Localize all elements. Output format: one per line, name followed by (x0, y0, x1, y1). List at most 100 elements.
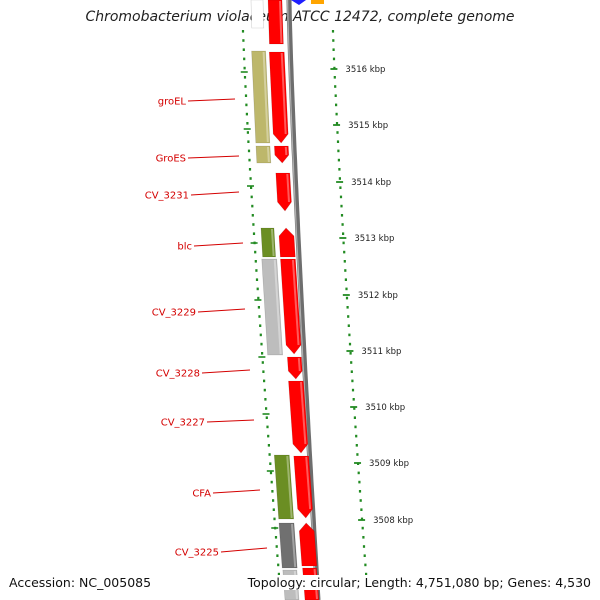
gene-label-leader (206, 419, 255, 423)
gene-label-blc[interactable]: blc (177, 242, 192, 253)
outer-ruler-dot (335, 112, 338, 116)
gene-label-leader (201, 369, 251, 374)
gene-label-groel[interactable]: groEL (158, 97, 187, 108)
outer-ruler-dot (334, 85, 337, 88)
reverse-feature-groEL-shine (262, 51, 269, 143)
gene-label-groes[interactable]: GroES (156, 154, 186, 165)
inner-ruler-dot (266, 425, 269, 429)
inner-ruler-dot (259, 324, 262, 327)
forward-feature-cv3227[interactable] (288, 380, 309, 454)
outer-ruler-dot (348, 333, 351, 337)
outer-ruler-dot (343, 250, 346, 254)
gene-label-leader (187, 155, 240, 159)
top-blue-feature (291, 0, 306, 5)
outer-ruler-dot (341, 223, 344, 226)
outer-ruler-dot (345, 296, 349, 300)
kbp-tick-label: 3514 kbp (351, 178, 391, 188)
gene-label-leader (197, 308, 246, 313)
gene-label-leader (190, 191, 240, 196)
inner-ruler-dot (269, 471, 273, 475)
inner-ruler-dot (252, 232, 256, 235)
reverse-feature-cv3225[interactable] (278, 522, 298, 569)
outer-ruler-dot (362, 545, 366, 548)
outer-ruler-dot (332, 57, 336, 61)
inner-ruler-dot (274, 536, 278, 539)
backbone-line (286, 0, 321, 600)
outer-ruler-dot (351, 379, 354, 383)
inner-ruler-dot (241, 30, 245, 33)
reverse-feature-cv3229-shine (273, 259, 282, 355)
inner-ruler-dot (267, 434, 270, 438)
kbp-tick-label: 3511 kbp (361, 347, 401, 357)
gene-label-cv-3228[interactable]: CV_3228 (156, 369, 200, 380)
inner-ruler-dot (246, 131, 249, 134)
inner-ruler-dot (259, 333, 262, 337)
outer-ruler-dot (362, 536, 365, 539)
outer-ruler-dot (334, 94, 337, 97)
forward-feature-cv3231[interactable] (275, 172, 292, 212)
outer-ruler-dot (340, 214, 344, 217)
outer-ruler-dot (355, 444, 358, 447)
outer-ruler-dot (331, 30, 335, 33)
forward-feature-cfa-region[interactable] (293, 455, 313, 519)
outer-ruler-dot (351, 388, 355, 392)
outer-ruler-dot (338, 168, 341, 171)
inner-ruler-dot (252, 223, 255, 226)
reverse-feature-blank-top[interactable] (250, 0, 265, 29)
inner-ruler-dot (245, 112, 248, 116)
inner-ruler-dot (265, 407, 268, 410)
reverse-feature-groEL[interactable] (251, 50, 271, 144)
inner-ruler-dot (245, 103, 248, 107)
forward-feature-top[interactable] (267, 0, 284, 45)
reverse-feature-blc[interactable] (260, 227, 276, 258)
outer-ruler-dot (344, 278, 347, 281)
inner-ruler-dot (249, 177, 252, 180)
features[interactable] (250, 0, 320, 600)
ruler-dots (240, 30, 368, 585)
inner-ruler-dot (242, 39, 245, 42)
outer-ruler-dot (336, 131, 339, 134)
forward-feature-cv3225-region[interactable] (298, 522, 318, 567)
gene-label-cv-3225[interactable]: CV_3225 (175, 548, 219, 559)
outer-ruler-dot (352, 398, 355, 401)
forward-feature-cv3229-region[interactable] (280, 258, 302, 355)
forward-feature-groES-region[interactable] (274, 145, 290, 164)
inner-ruler-dot (251, 214, 254, 217)
outer-ruler-dot (339, 195, 343, 199)
forward-feature-blc-region[interactable] (278, 227, 296, 258)
gene-label-leader (220, 547, 268, 553)
outer-ruler-dot (358, 480, 361, 484)
inner-ruler-dot (257, 306, 260, 309)
outer-ruler-dot (339, 186, 342, 189)
gene-label-cv-3231[interactable]: CV_3231 (145, 191, 189, 202)
kbp-tick-label: 3509 kbp (369, 459, 409, 469)
outer-ruler-dot (332, 39, 335, 42)
inner-ruler-dot (275, 545, 278, 548)
gene-label-cv-3229[interactable]: CV_3229 (152, 308, 196, 319)
outer-ruler-dot (358, 490, 362, 493)
gene-label-cfa[interactable]: CFA (192, 489, 211, 500)
outer-ruler-dot (345, 287, 348, 291)
inner-ruler-dot (244, 85, 247, 88)
forward-feature-cv3231-shine (286, 173, 290, 203)
inner-ruler-dot (250, 186, 253, 189)
outer-ruler-dot (354, 425, 357, 429)
outer-ruler-dot (357, 471, 360, 475)
reverse-feature-cfa[interactable] (273, 454, 295, 520)
forward-feature-cv3228[interactable] (287, 356, 303, 380)
reverse-feature-cv3229[interactable] (261, 258, 283, 356)
inner-ruler-dot (255, 269, 258, 272)
outer-ruler-dot (360, 508, 363, 511)
outer-ruler-dot (353, 416, 356, 419)
inner-ruler-dot (244, 94, 248, 97)
outer-ruler-dot (342, 232, 345, 235)
gene-label-cv-3227[interactable]: CV_3227 (161, 418, 205, 429)
inner-ruler-dot (272, 508, 275, 511)
reverse-feature-groES[interactable] (255, 145, 272, 164)
inner-ruler-dot (243, 76, 247, 79)
outer-ruler-dot (340, 204, 343, 208)
outer-ruler-dot (356, 453, 359, 456)
forward-feature-groEL-region[interactable] (268, 51, 289, 144)
outer-ruler-dot (355, 434, 358, 438)
